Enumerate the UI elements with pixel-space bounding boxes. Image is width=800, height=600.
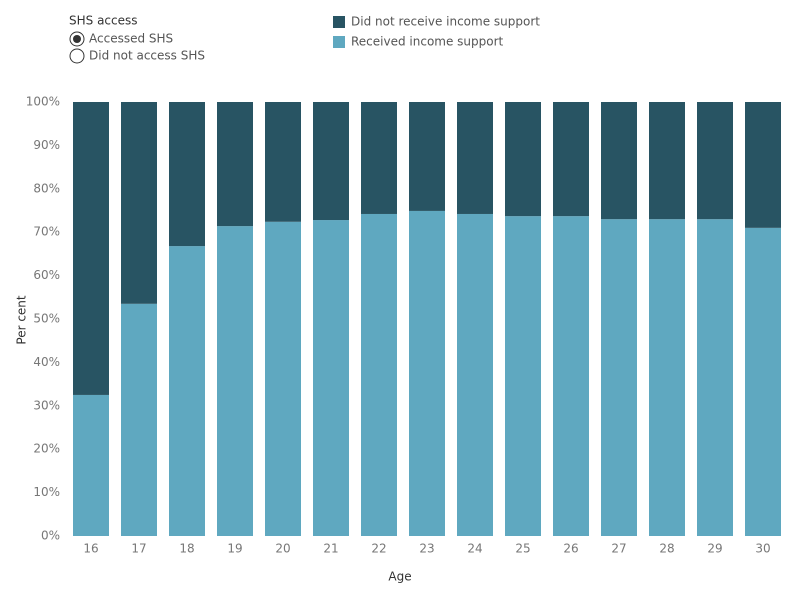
bar-segment xyxy=(457,102,493,214)
x-axis-label: Age xyxy=(388,570,411,584)
bar-segment xyxy=(313,102,349,221)
bar-segment xyxy=(697,219,733,536)
bar-segment xyxy=(409,210,445,536)
x-tick-label: 28 xyxy=(659,542,674,556)
bar-segment xyxy=(73,102,109,395)
bar-segment xyxy=(361,213,397,537)
bar-segment xyxy=(409,102,445,211)
x-tick-label: 24 xyxy=(467,542,482,556)
bar-segment xyxy=(121,303,157,536)
legend-label: Did not receive income support xyxy=(351,15,540,29)
bar-segment xyxy=(697,102,733,220)
bar-segment xyxy=(505,102,541,217)
bar-segment xyxy=(745,102,781,228)
x-tick-label: 18 xyxy=(179,542,194,556)
bar-segment xyxy=(169,102,205,247)
x-tick-label: 17 xyxy=(131,542,146,556)
bar-segment xyxy=(553,216,589,536)
bar-segment xyxy=(505,216,541,536)
x-tick-label: 22 xyxy=(371,542,386,556)
y-tick-label: 10% xyxy=(33,485,60,499)
x-tick-label: 19 xyxy=(227,542,242,556)
legend-swatch xyxy=(333,16,345,28)
x-tick-label: 23 xyxy=(419,542,434,556)
bar-segment xyxy=(649,102,685,220)
y-tick-label: 50% xyxy=(33,312,60,326)
bar-segment xyxy=(169,246,205,536)
bar-segment xyxy=(553,102,589,217)
bar-segment xyxy=(649,219,685,536)
legend-swatch xyxy=(333,36,345,48)
x-tick-label: 30 xyxy=(755,542,770,556)
bar-segment xyxy=(265,221,301,536)
bar-segment xyxy=(601,102,637,220)
x-tick-label: 27 xyxy=(611,542,626,556)
x-tick-label: 21 xyxy=(323,542,338,556)
controls-title: SHS access xyxy=(69,14,138,28)
y-axis-label: Per cent xyxy=(15,295,29,345)
y-tick-label: 0% xyxy=(41,529,60,543)
x-tick-label: 26 xyxy=(563,542,578,556)
legend-label: Received income support xyxy=(351,35,504,49)
y-tick-label: 60% xyxy=(33,268,60,282)
x-tick-label: 20 xyxy=(275,542,290,556)
bar-segment xyxy=(217,226,253,536)
y-tick-label: 30% xyxy=(33,398,60,412)
radio-dot[interactable] xyxy=(73,35,81,43)
bar-segment xyxy=(121,102,157,304)
y-tick-label: 20% xyxy=(33,442,60,456)
y-tick-label: 40% xyxy=(33,355,60,369)
bar-segment xyxy=(265,102,301,222)
radio-button[interactable] xyxy=(69,48,85,64)
y-tick-label: 90% xyxy=(33,138,60,152)
bar-segment xyxy=(361,102,397,214)
x-tick-label: 16 xyxy=(83,542,98,556)
y-tick-label: 100% xyxy=(26,95,60,109)
radio-label[interactable]: Accessed SHS xyxy=(89,32,173,46)
radio-label[interactable]: Did not access SHS xyxy=(89,49,205,63)
bar-segment xyxy=(73,394,109,536)
x-tick-label: 29 xyxy=(707,542,722,556)
y-tick-label: 70% xyxy=(33,225,60,239)
bar-segment xyxy=(217,102,253,227)
bar-segment xyxy=(457,213,493,537)
bar-segment xyxy=(313,220,349,536)
bar-segment xyxy=(745,227,781,537)
x-tick-label: 25 xyxy=(515,542,530,556)
y-tick-label: 80% xyxy=(33,181,60,195)
bar-segment xyxy=(601,219,637,536)
